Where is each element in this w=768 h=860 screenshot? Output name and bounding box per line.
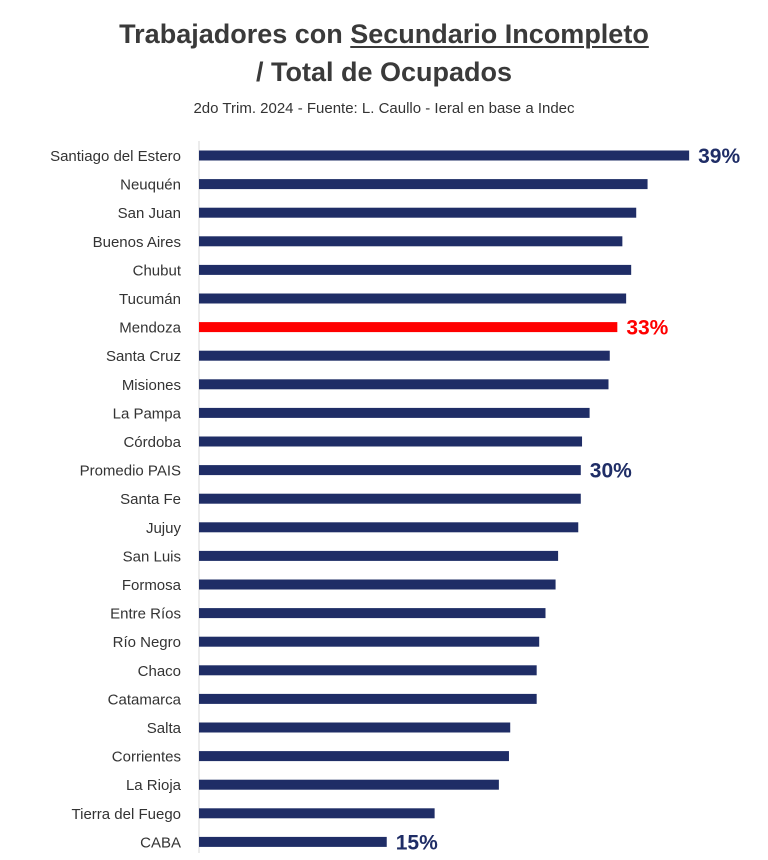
category-label-la-rioja: La Rioja (126, 777, 182, 794)
category-label-cordoba: Córdoba (123, 434, 181, 451)
bar-tucuman (199, 293, 627, 304)
data-label-mendoza: 33% (626, 317, 668, 340)
bar-misiones (199, 379, 609, 390)
category-label-caba: CABA (140, 834, 181, 851)
category-label-catamarca: Catamarca (108, 691, 182, 708)
category-label-santa-cruz: Santa Cruz (106, 348, 181, 365)
bar-jujuy (199, 522, 579, 533)
category-label-mendoza: Mendoza (119, 320, 181, 337)
bar-chubut (199, 264, 632, 275)
category-label-jujuy: Jujuy (146, 520, 182, 537)
bar-santa-cruz (199, 350, 610, 361)
category-label-la-pampa: La Pampa (113, 405, 182, 422)
category-label-formosa: Formosa (122, 577, 182, 594)
category-label-santiago-del-estero: Santiago del Estero (50, 148, 181, 165)
bar-cordoba (199, 436, 583, 447)
bar-salta (199, 722, 511, 733)
bar-catamarca (199, 693, 537, 704)
category-label-santa-fe: Santa Fe (120, 491, 181, 508)
data-label-caba: 15% (396, 831, 438, 854)
category-label-corrientes: Corrientes (112, 749, 181, 766)
chart-title-underlined: Secundario Incompleto (350, 19, 649, 49)
category-label-salta: Salta (147, 720, 182, 737)
category-label-entre-rios: Entre Ríos (110, 606, 181, 623)
bar-la-pampa (199, 407, 590, 418)
bar-promedio-pais (199, 465, 581, 476)
bar-santa-fe (199, 493, 581, 504)
category-label-san-juan: San Juan (118, 205, 181, 222)
category-label-misiones: Misiones (122, 377, 181, 394)
bar-la-rioja (199, 779, 499, 790)
bar-buenos-aires (199, 236, 623, 247)
bar-corrientes (199, 751, 509, 762)
data-label-santiago-del-estero: 39% (698, 145, 740, 168)
chart-title-prefix: Trabajadores con (119, 19, 351, 49)
category-label-rio-negro: Río Negro (113, 634, 181, 651)
category-label-chubut: Chubut (133, 262, 182, 279)
category-label-buenos-aires: Buenos Aires (93, 234, 181, 251)
chart-title-line-1: Trabajadores con Secundario Incompleto (0, 17, 768, 51)
bar-neuquen (199, 179, 648, 190)
data-label-promedio-pais: 30% (590, 460, 632, 483)
bar-rio-negro (199, 636, 540, 647)
bar-san-luis (199, 550, 559, 561)
chart-subtitle: 2do Trim. 2024 - Fuente: L. Caullo - Ier… (193, 100, 575, 117)
chart-title-line-2: / Total de Ocupados (255, 57, 513, 87)
bar-chaco (199, 665, 537, 676)
category-label-chaco: Chaco (138, 663, 181, 680)
bar-mendoza (199, 322, 618, 333)
bar-tierra-del-fuego (199, 808, 435, 819)
bar-entre-rios (199, 608, 546, 619)
bar-santiago-del-estero (199, 150, 690, 161)
category-label-neuquen: Neuquén (120, 177, 181, 194)
category-label-san-luis: San Luis (123, 548, 181, 565)
category-label-promedio-pais: Promedio PAIS (80, 463, 181, 480)
bar-caba (199, 836, 387, 847)
bar-san-juan (199, 207, 637, 218)
category-label-tucuman: Tucumán (119, 291, 181, 308)
bar-formosa (199, 579, 556, 590)
category-label-tierra-del-fuego: Tierra del Fuego (72, 806, 182, 823)
